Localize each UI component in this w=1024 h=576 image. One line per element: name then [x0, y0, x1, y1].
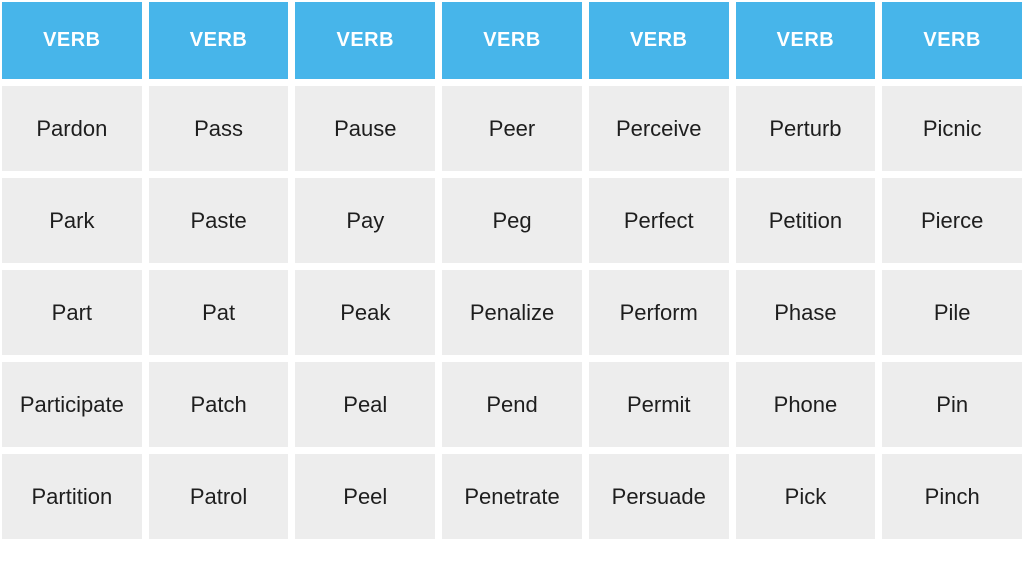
verb-column-5: VERB Perceive Perfect Perform Permit Persuade — [588, 2, 729, 539]
verb-cell: Peel — [295, 454, 436, 539]
verb-column-4: VERB Peer Peg Penalize Pend Penetrate — [442, 2, 582, 539]
verb-cell: Pass — [148, 86, 289, 171]
verb-cell: Pat — [148, 270, 289, 355]
verb-cell: Persuade — [588, 454, 729, 539]
verb-cell: Permit — [588, 362, 729, 447]
verb-cell: Peak — [295, 270, 436, 355]
verb-cell: Pick — [735, 454, 876, 539]
column-header: VERB — [735, 2, 876, 79]
verb-cell: Participate — [2, 362, 142, 447]
verb-cell: Peer — [442, 86, 582, 171]
verb-cell: Pend — [442, 362, 582, 447]
verb-column-7: VERB Picnic Pierce Pile Pin Pinch — [882, 2, 1023, 539]
verb-cell: Patrol — [148, 454, 289, 539]
verb-cell: Pinch — [882, 454, 1023, 539]
verb-column-6: VERB Perturb Petition Phase Phone Pick — [735, 2, 876, 539]
verb-cell: Perturb — [735, 86, 876, 171]
verb-cell: Picnic — [882, 86, 1023, 171]
verb-cell: Phone — [735, 362, 876, 447]
verb-cell: Part — [2, 270, 142, 355]
verb-cell: Pause — [295, 86, 436, 171]
verb-cell: Penalize — [442, 270, 582, 355]
verb-cell: Perform — [588, 270, 729, 355]
column-header: VERB — [2, 2, 142, 79]
verb-cell: Pierce — [882, 178, 1023, 263]
verb-cell: Penetrate — [442, 454, 582, 539]
verb-cell: Pin — [882, 362, 1023, 447]
verb-cell: Petition — [735, 178, 876, 263]
verb-column-3: VERB Pause Pay Peak Peal Peel — [295, 2, 436, 539]
verb-cell: Perceive — [588, 86, 729, 171]
verb-cell: Pay — [295, 178, 436, 263]
verb-cell: Paste — [148, 178, 289, 263]
verb-cell: Pile — [882, 270, 1023, 355]
verb-cell: Peg — [442, 178, 582, 263]
verb-cell: Partition — [2, 454, 142, 539]
column-header: VERB — [295, 2, 436, 79]
verb-column-1: VERB Pardon Park Part Participate Partition — [2, 2, 142, 539]
verb-cell: Pardon — [2, 86, 142, 171]
verb-column-2: VERB Pass Paste Pat Patch Patrol — [148, 2, 289, 539]
column-header: VERB — [882, 2, 1023, 79]
verb-cell: Perfect — [588, 178, 729, 263]
verb-cell: Phase — [735, 270, 876, 355]
column-header: VERB — [148, 2, 289, 79]
column-header: VERB — [442, 2, 582, 79]
verb-cell: Park — [2, 178, 142, 263]
verb-cell: Patch — [148, 362, 289, 447]
verb-table: VERB Pardon Park Part Participate Partition VE… — [0, 0, 1024, 539]
verb-cell: Peal — [295, 362, 436, 447]
column-header: VERB — [588, 2, 729, 79]
